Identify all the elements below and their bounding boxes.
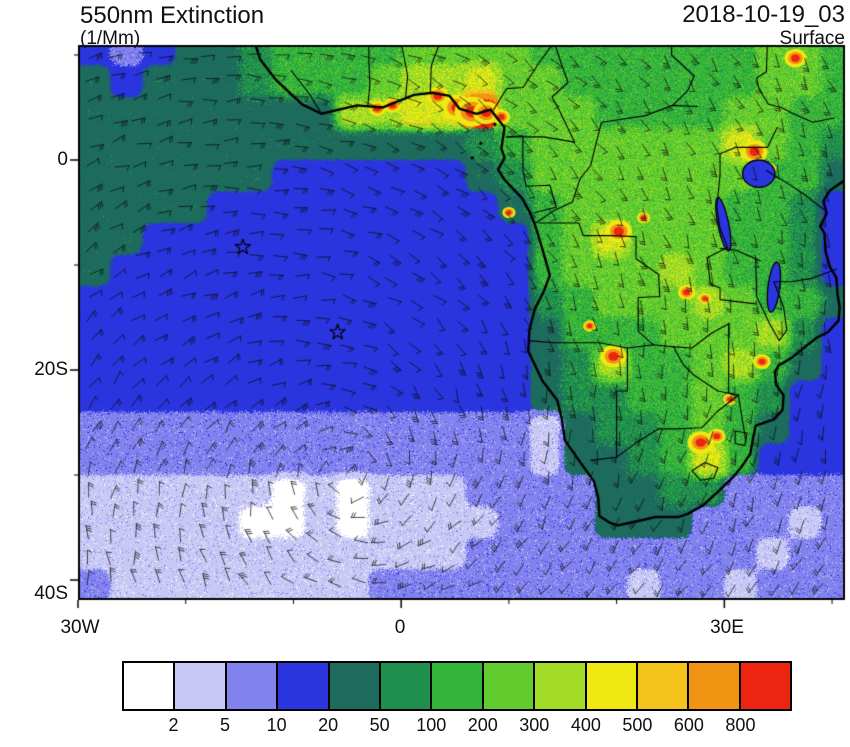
- colorbar-cell-1: [175, 663, 227, 709]
- colorbar-tick-label: 100: [416, 715, 447, 735]
- units-label: (1/Mm): [80, 28, 141, 49]
- colorbar-cell-4: [329, 663, 381, 709]
- colorbar-cell-8: [535, 663, 587, 709]
- level-label: Surface: [779, 28, 845, 49]
- colorbar-tick-label: 10: [266, 715, 287, 735]
- colorbar-tick-label: 600: [673, 715, 704, 735]
- colorbar-tick-label: 400: [570, 715, 601, 735]
- y-axis-label-20s: 20S: [34, 359, 68, 380]
- colorbar-tick-label: 5: [220, 715, 231, 735]
- y-axis-label-40s: 40S: [34, 583, 68, 604]
- colorbar-cell-9: [586, 663, 638, 709]
- colorbar-tick-label: 50: [369, 715, 390, 735]
- colorbar-cell-5: [380, 663, 433, 709]
- colorbar-cell-0: [124, 663, 176, 709]
- colorbar-cell-3: [278, 663, 330, 709]
- colorbar-tick-label: 2: [168, 715, 179, 735]
- x-axis-label-30w: 30W: [60, 617, 100, 638]
- colorbar-cell-12: [740, 663, 791, 709]
- colorbar-cell-11: [689, 663, 741, 709]
- colorbar-cell-2: [226, 663, 279, 709]
- x-axis-label-30e: 30E: [710, 617, 744, 638]
- colorbar-tick-label: 20: [318, 715, 339, 735]
- colorbar-cell-6: [432, 663, 484, 709]
- y-axis-label-0: 0: [57, 149, 68, 170]
- x-axis-label-0: 0: [394, 617, 406, 638]
- colorbar-tick-label: 500: [622, 715, 653, 735]
- datetime-label: 2018-10-19_03: [682, 1, 845, 28]
- colorbar-cell-10: [637, 663, 690, 709]
- page-title: 550nm Extinction: [80, 2, 265, 29]
- colorbar: [122, 661, 792, 711]
- colorbar-cell-7: [483, 663, 536, 709]
- colorbar-tick-label: 300: [519, 715, 550, 735]
- colorbar-labels: 2 5 10 20 50 100 200 300 400 500 600 800: [122, 715, 792, 739]
- colorbar-tick-label: 200: [467, 715, 498, 735]
- colorbar-tick-label: 800: [725, 715, 756, 735]
